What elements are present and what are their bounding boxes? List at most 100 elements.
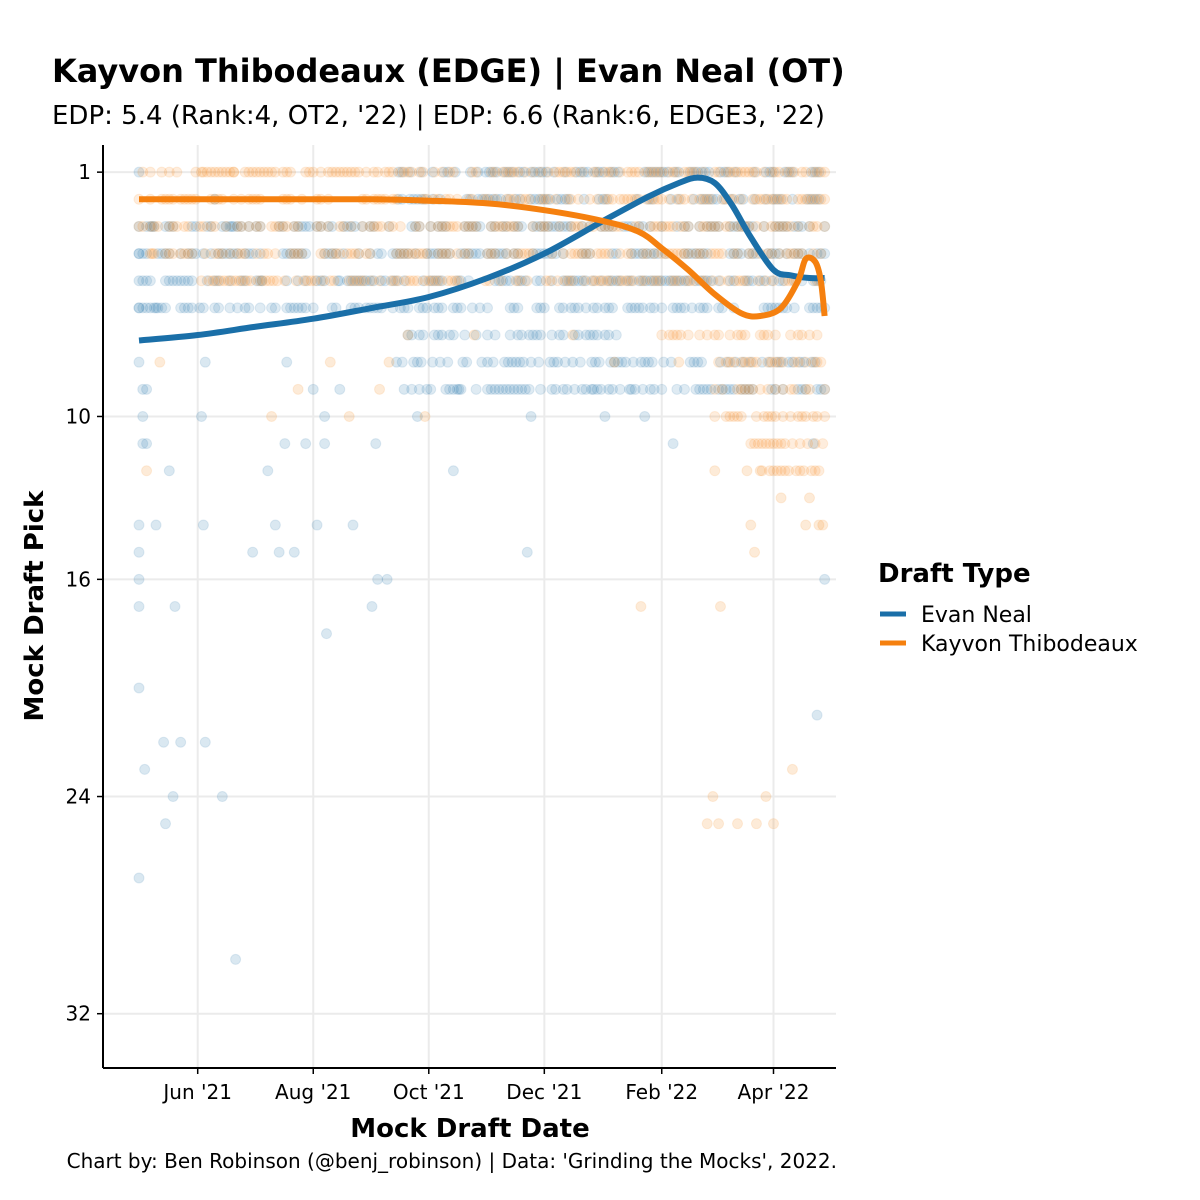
data-point <box>733 193 745 205</box>
data-point <box>675 275 687 287</box>
data-point <box>391 275 403 287</box>
data-point <box>447 329 459 341</box>
data-point <box>481 248 493 260</box>
data-point <box>152 248 164 260</box>
data-point <box>303 166 315 178</box>
data-point <box>152 302 164 314</box>
data-point <box>641 275 653 287</box>
data-point <box>133 220 145 232</box>
data-point <box>262 465 274 477</box>
data-point <box>802 193 814 205</box>
data-point <box>561 166 573 178</box>
data-point <box>671 329 683 341</box>
data-point <box>610 329 622 341</box>
data-point <box>682 220 694 232</box>
data-point <box>694 302 706 314</box>
data-point <box>656 302 668 314</box>
data-point <box>781 193 793 205</box>
data-point <box>767 465 779 477</box>
data-point <box>612 275 624 287</box>
data-point <box>288 248 300 260</box>
data-point <box>807 302 819 314</box>
data-point <box>588 275 600 287</box>
data-point <box>607 248 619 260</box>
data-point <box>684 356 696 368</box>
data-point <box>516 329 528 341</box>
data-point <box>724 275 736 287</box>
data-point <box>783 465 795 477</box>
data-point <box>779 465 791 477</box>
data-point <box>671 220 683 232</box>
data-point <box>682 248 694 260</box>
data-point <box>497 220 509 232</box>
data-point <box>311 220 323 232</box>
data-point <box>705 220 717 232</box>
data-point <box>406 220 418 232</box>
data-point <box>754 465 766 477</box>
data-point <box>701 220 713 232</box>
data-point <box>796 193 808 205</box>
data-point <box>322 166 334 178</box>
data-point <box>141 465 153 477</box>
x-axis-title: Mock Draft Date <box>350 1114 589 1144</box>
data-point <box>224 166 236 178</box>
data-point <box>250 166 262 178</box>
data-point <box>209 248 221 260</box>
data-point <box>747 383 759 395</box>
data-point <box>182 302 194 314</box>
data-point <box>235 248 247 260</box>
data-point <box>332 275 344 287</box>
data-point <box>603 166 615 178</box>
data-point <box>169 601 181 612</box>
data-point <box>285 302 297 314</box>
data-point <box>512 248 524 260</box>
data-point <box>213 302 225 314</box>
data-point <box>690 383 702 395</box>
data-point <box>792 383 804 395</box>
data-point <box>436 302 448 314</box>
data-point <box>315 166 327 178</box>
data-point <box>701 193 713 205</box>
data-point <box>730 275 742 287</box>
data-point <box>540 275 552 287</box>
data-point <box>548 166 560 178</box>
data-point <box>678 166 690 178</box>
data-point <box>523 329 535 341</box>
data-point <box>588 302 600 314</box>
data-point <box>709 248 721 260</box>
data-point <box>527 220 539 232</box>
data-point <box>809 438 821 450</box>
data-point <box>504 275 516 287</box>
data-point <box>629 166 641 178</box>
data-point <box>466 248 478 260</box>
data-point <box>144 275 156 287</box>
data-point <box>660 275 672 287</box>
data-point <box>345 248 357 260</box>
data-point <box>758 220 770 232</box>
data-point <box>593 275 605 287</box>
data-point <box>807 410 819 422</box>
data-point <box>648 166 660 178</box>
data-point <box>803 220 815 232</box>
data-point <box>578 193 590 205</box>
data-point <box>436 166 448 178</box>
data-point <box>160 302 172 314</box>
data-point <box>300 220 312 232</box>
data-point <box>713 220 725 232</box>
data-point <box>728 220 740 232</box>
legend-title: Draft Type <box>878 559 1031 589</box>
data-point <box>493 383 505 395</box>
data-point <box>504 220 516 232</box>
data-point <box>758 166 770 178</box>
data-point <box>595 275 607 287</box>
data-point <box>485 220 497 232</box>
data-point <box>605 275 617 287</box>
data-point <box>557 248 569 260</box>
data-point <box>493 248 505 260</box>
data-point <box>178 302 190 314</box>
data-point <box>639 410 651 422</box>
data-point <box>614 383 626 395</box>
data-point <box>358 275 370 287</box>
data-point <box>413 383 425 395</box>
data-point <box>500 383 512 395</box>
